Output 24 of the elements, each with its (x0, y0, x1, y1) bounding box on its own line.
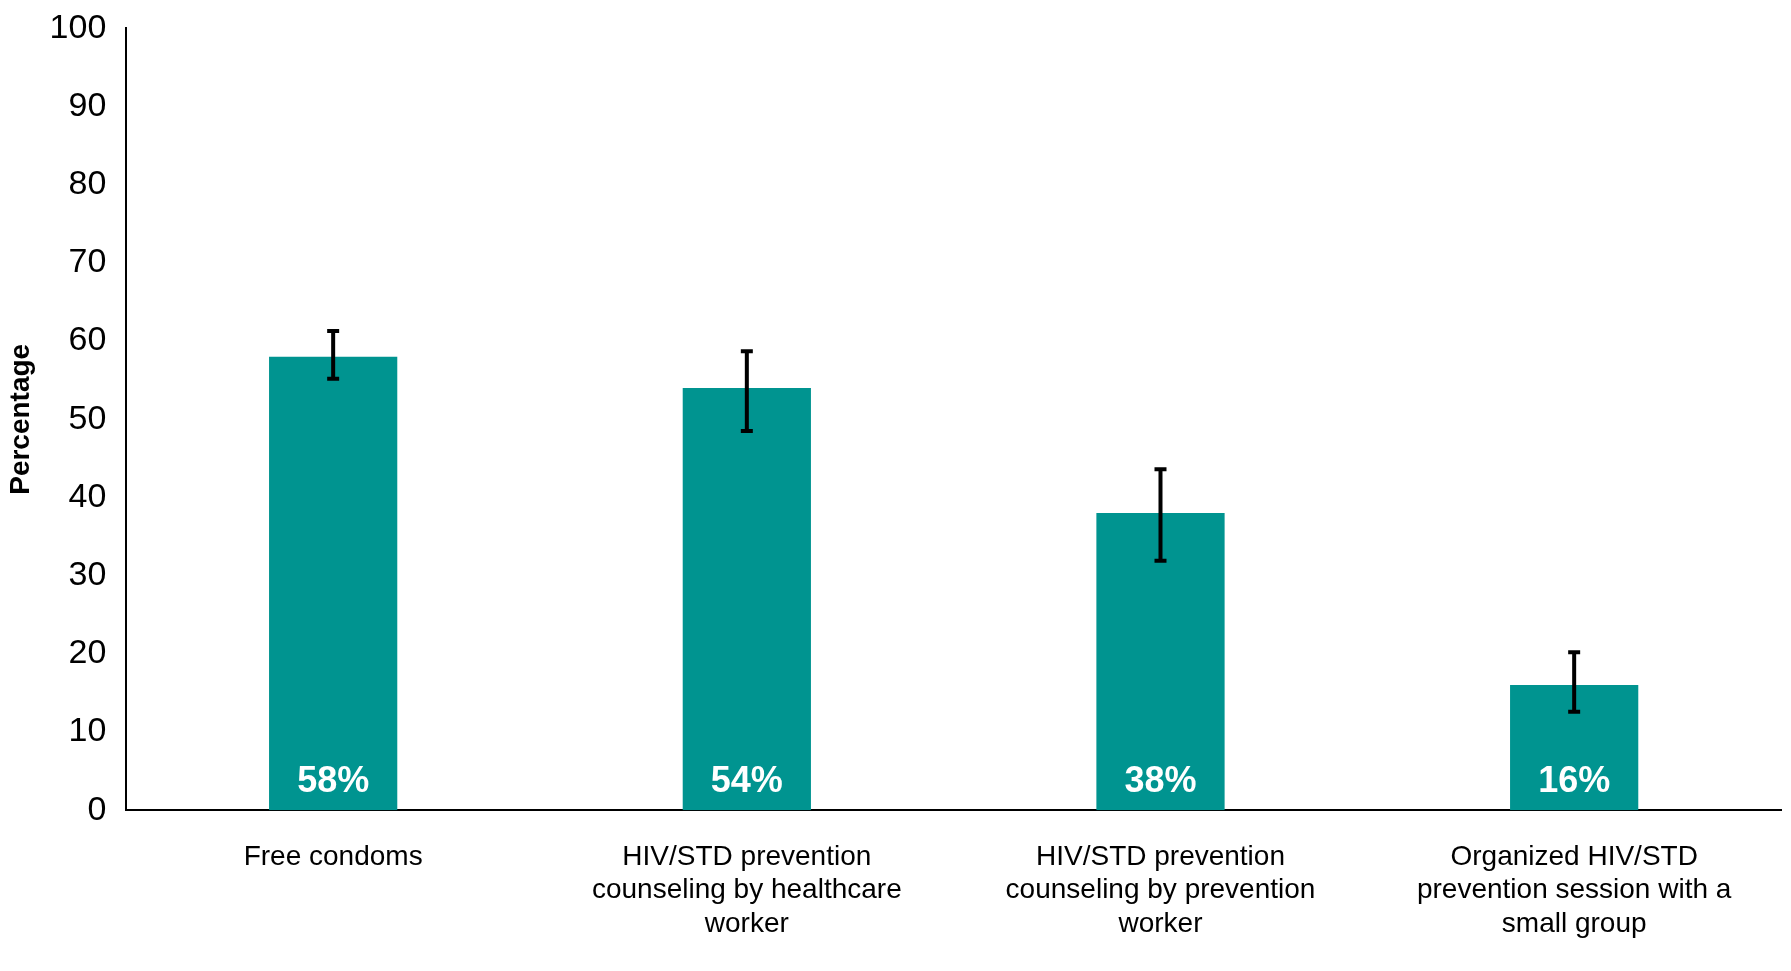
y-tick-label: 90 (68, 84, 107, 123)
y-tick-label: 10 (68, 710, 107, 749)
bar (269, 356, 398, 811)
data-label: 38% (1124, 759, 1197, 801)
y-tick-label: 100 (49, 6, 107, 45)
x-tick-label: HIV/STD prevention counseling by prevention worker (1005, 839, 1316, 938)
bar (1096, 513, 1225, 811)
data-label: 54% (710, 759, 783, 801)
data-label: 16% (1538, 759, 1611, 801)
y-tick-label: 80 (68, 163, 107, 202)
y-tick-label: 20 (68, 632, 107, 671)
bar (682, 388, 811, 811)
x-tick-label: HIV/STD prevention counseling by healthcare worker (591, 839, 902, 938)
y-tick-label: 70 (68, 241, 107, 280)
bar (1510, 685, 1639, 811)
x-tick-label: Free condoms (243, 839, 423, 871)
y-tick-label: 50 (68, 397, 107, 436)
y-axis-title: Percentage (3, 343, 35, 495)
data-label: 58% (297, 759, 370, 801)
y-tick-label: 60 (68, 319, 107, 358)
y-tick-label: 0 (87, 788, 107, 827)
x-tick-label: Organized HIV/STD prevention session with a small group (1416, 839, 1732, 938)
y-tick-label: 30 (68, 554, 107, 593)
y-tick-label: 40 (68, 475, 107, 514)
